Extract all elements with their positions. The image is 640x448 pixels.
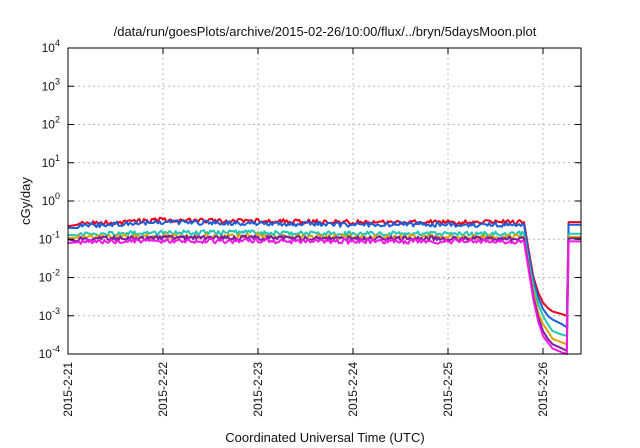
y-tick-label: 10-2	[39, 268, 60, 285]
y-ticks: 10-4 10-3 10-2 10-1 100 101 102 103 104	[39, 38, 581, 361]
series-line-2	[67, 219, 581, 329]
x-tick-label: 2015-2-22	[156, 362, 170, 417]
x-tick-label: 2015-2-25	[441, 362, 455, 417]
y-tick-label: 101	[42, 153, 60, 170]
series-line-4	[68, 233, 581, 346]
x-tick-label: 2015-2-24	[346, 362, 360, 417]
series-line-6	[67, 237, 581, 355]
y-tick-label: 10-4	[39, 344, 60, 361]
y-tick-label: 102	[42, 115, 60, 132]
chart-title: /data/run/goesPlots/archive/2015-02-26/1…	[114, 24, 537, 39]
y-tick-label: 104	[42, 38, 60, 55]
x-axis-label: Coordinated Universal Time (UTC)	[225, 430, 424, 445]
x-tick-label: 2015-2-26	[536, 362, 550, 417]
y-tick-label: 100	[42, 191, 60, 208]
y-tick-label: 10-3	[39, 306, 60, 323]
y-tick-label: 10-1	[39, 229, 60, 246]
series-line-5	[67, 234, 581, 352]
x-tick-label: 2015-2-21	[61, 362, 75, 417]
x-ticks: 2015-2-21 2015-2-22 2015-2-23 2015-2-24 2015…	[61, 48, 550, 417]
grid	[68, 47, 581, 355]
series-line-1	[67, 216, 581, 317]
y-tick-label: 103	[42, 76, 60, 93]
x-tick-label: 2015-2-23	[251, 362, 265, 417]
series-line-3	[67, 229, 581, 337]
y-axis-label: cGy/day	[18, 177, 33, 225]
series-group	[67, 216, 581, 355]
